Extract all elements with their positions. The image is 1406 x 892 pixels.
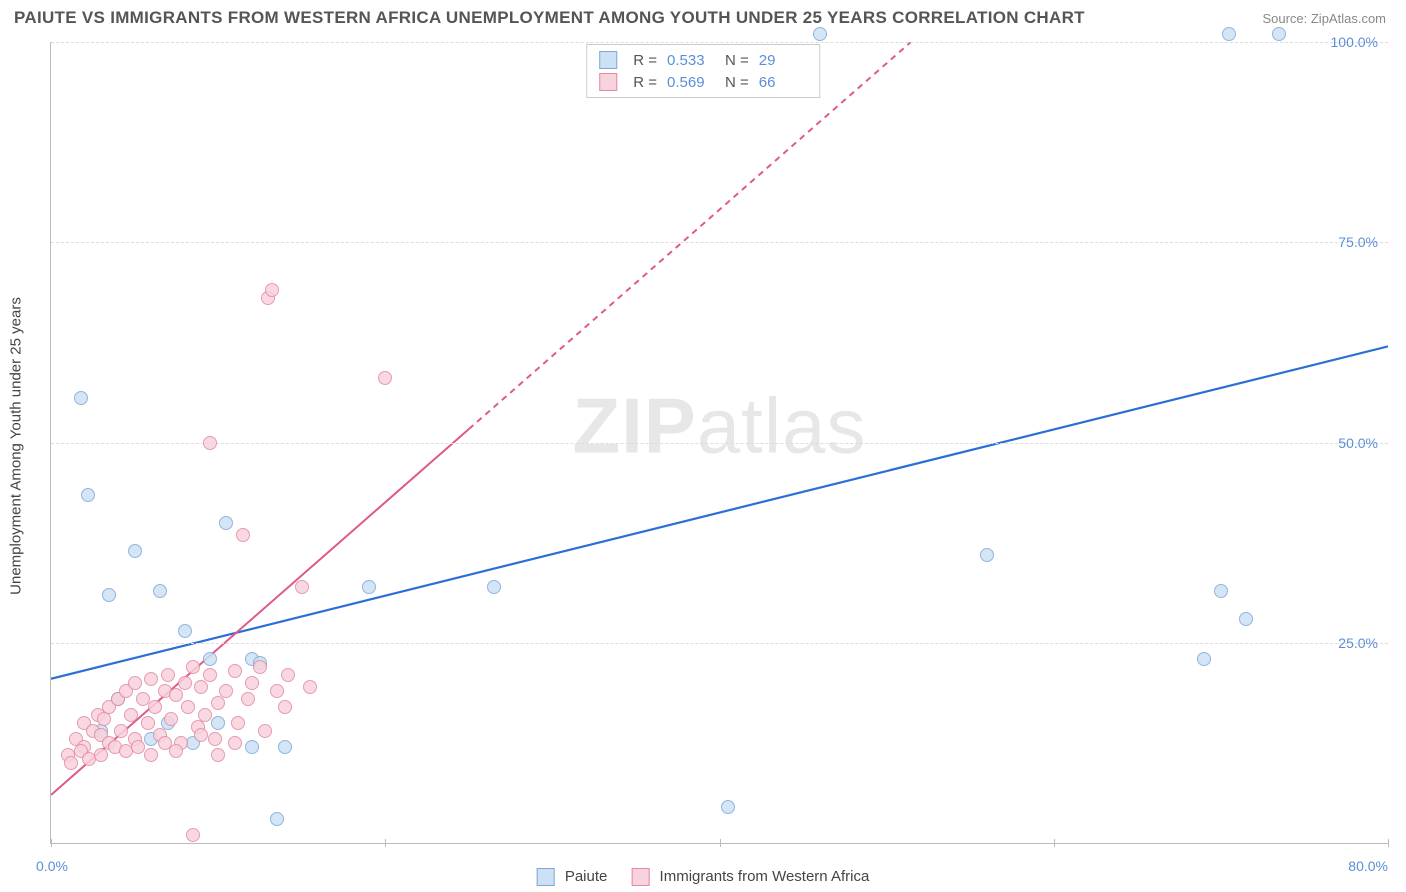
trend-line	[51, 346, 1388, 678]
stats-row-1: R =0.533 N =29	[599, 49, 807, 71]
data-point	[236, 528, 250, 542]
data-point	[231, 716, 245, 730]
data-point	[141, 716, 155, 730]
data-point	[245, 740, 259, 754]
data-point	[281, 668, 295, 682]
data-point	[102, 588, 116, 602]
swatch-immigrants-icon	[631, 868, 649, 886]
data-point	[148, 700, 162, 714]
data-point	[97, 712, 111, 726]
x-tick	[1054, 839, 1055, 847]
data-point	[81, 488, 95, 502]
data-point	[114, 724, 128, 738]
data-point	[980, 548, 994, 562]
data-point	[178, 676, 192, 690]
data-point	[253, 660, 267, 674]
scatter-chart: ZIPatlas 25.0%50.0%75.0%100.0%	[50, 42, 1388, 844]
data-point	[295, 580, 309, 594]
data-point	[721, 800, 735, 814]
data-point	[203, 652, 217, 666]
data-point	[278, 740, 292, 754]
swatch-paiute	[599, 51, 617, 69]
y-tick-label: 50.0%	[1338, 435, 1378, 451]
data-point	[1214, 584, 1228, 598]
grid-line	[51, 242, 1388, 243]
data-point	[208, 732, 222, 746]
swatch-immigrants	[599, 73, 617, 91]
data-point	[161, 668, 175, 682]
data-point	[211, 716, 225, 730]
y-tick-label: 100.0%	[1331, 34, 1378, 50]
data-point	[194, 680, 208, 694]
data-point	[1222, 27, 1236, 41]
x-tick	[720, 839, 721, 847]
chart-title: PAIUTE VS IMMIGRANTS FROM WESTERN AFRICA…	[14, 8, 1085, 28]
data-point	[203, 668, 217, 682]
grid-line	[51, 643, 1388, 644]
data-point	[241, 692, 255, 706]
legend-bottom: Paiute Immigrants from Western Africa	[537, 868, 870, 886]
grid-line	[51, 443, 1388, 444]
data-point	[181, 700, 195, 714]
data-point	[186, 828, 200, 842]
x-tick	[51, 839, 52, 847]
y-tick-label: 25.0%	[1338, 635, 1378, 651]
data-point	[198, 708, 212, 722]
data-point	[1197, 652, 1211, 666]
stats-row-2: R =0.569 N =66	[599, 71, 807, 93]
watermark: ZIPatlas	[572, 381, 866, 472]
data-point	[258, 724, 272, 738]
data-point	[219, 684, 233, 698]
data-point	[64, 756, 78, 770]
data-point	[1272, 27, 1286, 41]
data-point	[303, 680, 317, 694]
data-point	[169, 744, 183, 758]
data-point	[487, 580, 501, 594]
data-point	[228, 664, 242, 678]
data-point	[94, 748, 108, 762]
legend-item-2: Immigrants from Western Africa	[631, 868, 869, 886]
x-tick-0: 0.0%	[36, 858, 68, 874]
x-tick	[385, 839, 386, 847]
x-tick-80: 80.0%	[1348, 858, 1388, 874]
data-point	[169, 688, 183, 702]
data-point	[74, 391, 88, 405]
data-point	[1239, 612, 1253, 626]
legend-item-1: Paiute	[537, 868, 608, 886]
data-point	[144, 748, 158, 762]
data-point	[153, 584, 167, 598]
source-label: Source: ZipAtlas.com	[1262, 11, 1386, 26]
data-point	[265, 283, 279, 297]
y-axis-label: Unemployment Among Youth under 25 years	[8, 297, 25, 595]
trend-line	[469, 42, 920, 429]
data-point	[203, 436, 217, 450]
data-point	[124, 708, 138, 722]
data-point	[378, 371, 392, 385]
data-point	[178, 624, 192, 638]
data-point	[144, 672, 158, 686]
data-point	[194, 728, 208, 742]
x-tick	[1388, 839, 1389, 847]
data-point	[362, 580, 376, 594]
data-point	[245, 676, 259, 690]
data-point	[131, 740, 145, 754]
swatch-paiute-icon	[537, 868, 555, 886]
data-point	[128, 676, 142, 690]
data-point	[164, 712, 178, 726]
data-point	[813, 27, 827, 41]
y-tick-label: 75.0%	[1338, 234, 1378, 250]
grid-line	[51, 42, 1388, 43]
stats-legend-box: R =0.533 N =29 R =0.569 N =66	[586, 44, 820, 98]
data-point	[278, 700, 292, 714]
data-point	[128, 544, 142, 558]
data-point	[211, 696, 225, 710]
data-point	[228, 736, 242, 750]
data-point	[186, 660, 200, 674]
data-point	[270, 812, 284, 826]
data-point	[211, 748, 225, 762]
data-point	[270, 684, 284, 698]
data-point	[219, 516, 233, 530]
